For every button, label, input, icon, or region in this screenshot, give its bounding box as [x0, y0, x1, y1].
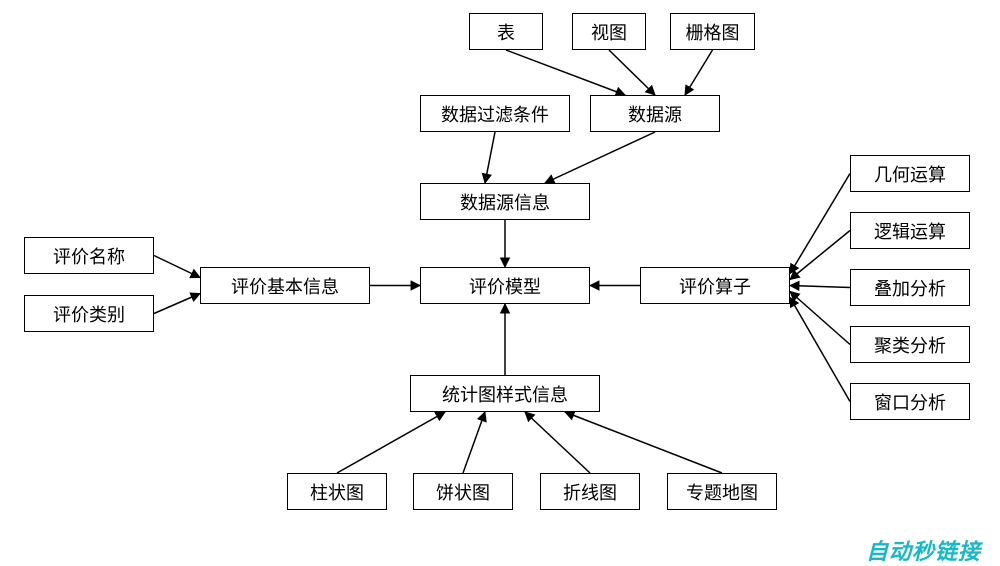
edge-cluster-to-evaloper — [790, 292, 850, 345]
edge-overlay-to-evaloper — [790, 286, 850, 288]
edge-line-to-chartstyle — [525, 412, 590, 473]
node-evalbasic: 评价基本信息 — [200, 267, 370, 304]
node-cluster: 聚类分析 — [850, 326, 970, 363]
edge-window-to-evaloper — [790, 298, 850, 402]
node-srcinfo: 数据源信息 — [420, 183, 590, 220]
node-evalcat: 评价类别 — [24, 295, 154, 332]
node-filter: 数据过滤条件 — [420, 95, 570, 132]
edge-logic-to-evaloper — [790, 231, 850, 280]
edge-filter-to-srcinfo — [485, 132, 495, 183]
node-evalmodel: 评价模型 — [420, 267, 590, 304]
edge-evalcat-to-evalbasic — [154, 294, 200, 314]
edge-geom-to-evaloper — [790, 174, 850, 274]
node-evaloper: 评价算子 — [640, 267, 790, 304]
edge-pie-to-chartstyle — [463, 412, 485, 473]
edge-thematic-to-chartstyle — [565, 412, 722, 473]
node-source: 数据源 — [590, 95, 720, 132]
edge-raster-to-source — [685, 50, 713, 95]
node-logic: 逻辑运算 — [850, 212, 970, 249]
node-table: 表 — [469, 13, 543, 50]
edge-view-to-source — [609, 50, 655, 95]
node-evalname: 评价名称 — [24, 237, 154, 274]
node-line: 折线图 — [540, 473, 640, 510]
edge-bar-to-chartstyle — [337, 412, 445, 473]
node-raster: 栅格图 — [670, 13, 755, 50]
node-geom: 几何运算 — [850, 155, 970, 192]
node-chartstyle: 统计图样式信息 — [410, 375, 600, 412]
diagram-canvas: 表视图栅格图数据过滤条件数据源数据源信息评价名称评价类别 评价基本信息 评价模型 评价… — [0, 0, 1000, 566]
edge-table-to-source — [506, 50, 625, 95]
watermark-text: 自动秒链接 — [866, 534, 981, 566]
edge-source-to-srcinfo — [545, 132, 655, 183]
edge-evalname-to-evalbasic — [154, 256, 200, 278]
node-overlay: 叠加分析 — [850, 269, 970, 306]
node-window: 窗口分析 — [850, 383, 970, 420]
node-view: 视图 — [572, 13, 646, 50]
node-pie: 饼状图 — [413, 473, 513, 510]
node-thematic: 专题地图 — [667, 473, 777, 510]
node-bar: 柱状图 — [287, 473, 387, 510]
